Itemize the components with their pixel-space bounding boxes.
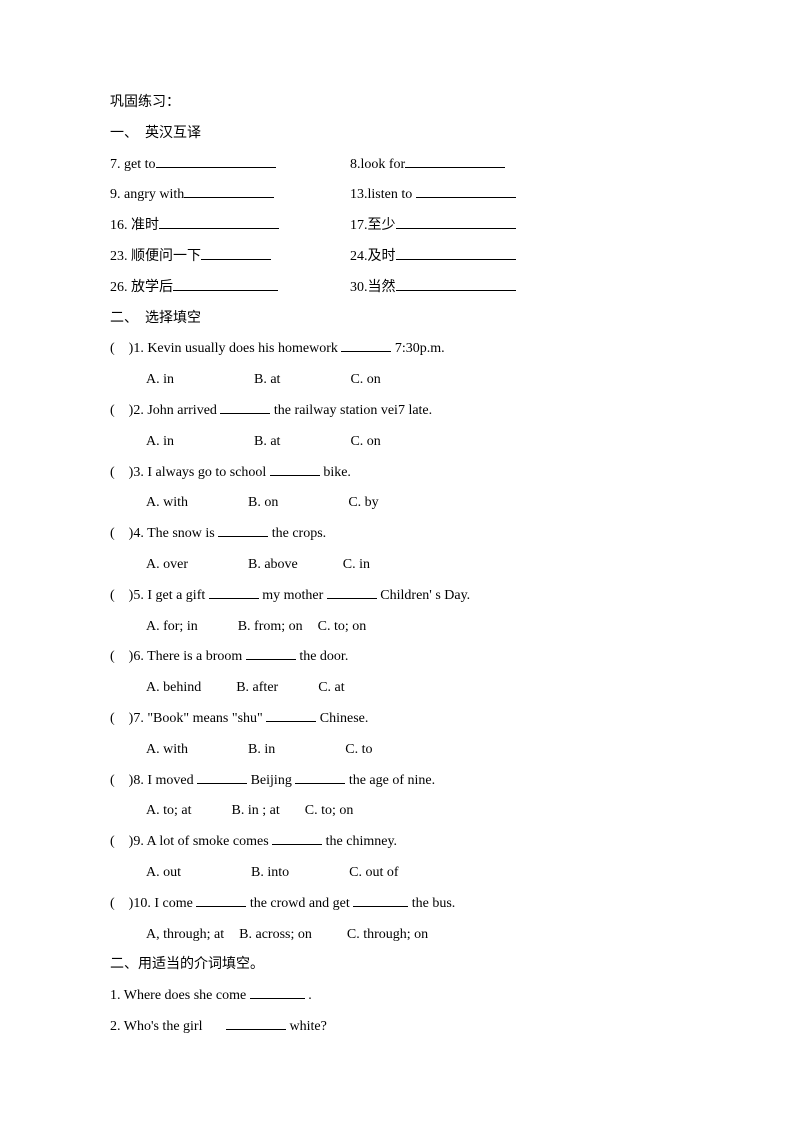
item-num: 16.: [110, 218, 131, 233]
option: A. in: [146, 372, 174, 387]
item-text: 至少: [368, 218, 396, 233]
translation-row: 9. angry with 13.listen to: [110, 180, 684, 211]
item-num: 9.: [110, 187, 124, 202]
option: B. across; on: [239, 927, 312, 942]
item-num: 13.: [350, 187, 368, 202]
item-num: 7.: [110, 157, 124, 172]
question-row: ( )6. There is a broom the door.: [110, 642, 684, 673]
option: C. through; on: [347, 927, 428, 942]
item-text: 当然: [368, 280, 396, 295]
section1-items: 7. get to 8.look for 9. angry with 13.liste…: [110, 150, 684, 304]
question-row: ( )10. I come the crowd and get the bus.: [110, 889, 684, 920]
options-row: A. with B. on C. by: [110, 488, 684, 519]
option: C. on: [350, 434, 380, 449]
question-row: ( )4. The snow is the crops.: [110, 519, 684, 550]
option: C. by: [348, 495, 378, 510]
option: A. with: [146, 495, 188, 510]
item-text: get to: [124, 157, 156, 172]
option: A. behind: [146, 680, 201, 695]
item-num: 23.: [110, 249, 131, 264]
options-row: A. in B. at C. on: [110, 427, 684, 458]
item-text: 及时: [368, 249, 396, 264]
option: B. into: [251, 865, 289, 880]
section2-questions: ( )1. Kevin usually does his homework 7:…: [110, 334, 684, 950]
question-row: ( )3. I always go to school bike.: [110, 458, 684, 489]
options-row: A. behind B. after C. at: [110, 673, 684, 704]
option: A. for; in: [146, 619, 198, 634]
question-row: ( )8. I moved Beijing the age of nine.: [110, 766, 684, 797]
option: A, through; at: [146, 927, 224, 942]
item-num: 8.: [350, 157, 361, 172]
item-text: 准时: [131, 218, 159, 233]
section1-label: 一、 英汉互译: [110, 119, 684, 150]
options-row: A. with B. in C. to: [110, 735, 684, 766]
option: A. out: [146, 865, 181, 880]
item-num: 26.: [110, 280, 131, 295]
translation-row: 7. get to 8.look for: [110, 150, 684, 181]
section2-label: 二、 选择填空: [110, 304, 684, 335]
question-row: ( )9. A lot of smoke comes the chimney.: [110, 827, 684, 858]
section3-items: 1. Where does she come .2. Who's the gir…: [110, 981, 684, 1043]
item-text: listen to: [368, 187, 413, 202]
option: C. on: [350, 372, 380, 387]
section3-label: 二、用适当的介词填空。: [110, 950, 684, 981]
question-row: ( )5. I get a gift my mother Children' s…: [110, 581, 684, 612]
translation-row: 23. 顺便问一下 24.及时: [110, 242, 684, 273]
fill-row: 1. Where does she come .: [110, 981, 684, 1012]
title: 巩固练习：: [110, 88, 684, 119]
options-row: A. for; in B. from; on C. to; on: [110, 612, 684, 643]
fill-row: 2. Who's the girl white?: [110, 1012, 684, 1043]
option: B. in ; at: [232, 803, 280, 818]
option: C. in: [343, 557, 370, 572]
option: A. over: [146, 557, 188, 572]
option: A. with: [146, 742, 188, 757]
item-text: 顺便问一下: [131, 249, 201, 264]
item-text: look for: [361, 157, 406, 172]
question-row: ( )1. Kevin usually does his homework 7:…: [110, 334, 684, 365]
option: C. to; on: [305, 803, 354, 818]
question-row: ( )7. "Book" means "shu" Chinese.: [110, 704, 684, 735]
option: B. on: [248, 495, 278, 510]
item-num: 17.: [350, 218, 368, 233]
translation-row: 26. 放学后 30.当然: [110, 273, 684, 304]
option: B. in: [248, 742, 275, 757]
option: C. to: [345, 742, 372, 757]
item-text: angry with: [124, 187, 184, 202]
option: C. to; on: [318, 619, 367, 634]
item-num: 24.: [350, 249, 368, 264]
item-num: 30.: [350, 280, 368, 295]
translation-row: 16. 准时 17.至少: [110, 211, 684, 242]
item-text: 放学后: [131, 280, 173, 295]
options-row: A. to; at B. in ; at C. to; on: [110, 796, 684, 827]
options-row: A. in B. at C. on: [110, 365, 684, 396]
option: A. to; at: [146, 803, 192, 818]
option: A. in: [146, 434, 174, 449]
option: B. at: [254, 372, 280, 387]
options-row: A, through; at B. across; on C. through; o…: [110, 920, 684, 951]
option: B. after: [236, 680, 278, 695]
question-row: ( )2. John arrived the railway station v…: [110, 396, 684, 427]
option: B. at: [254, 434, 280, 449]
options-row: A. out B. into C. out of: [110, 858, 684, 889]
option: C. at: [318, 680, 344, 695]
options-row: A. over B. above C. in: [110, 550, 684, 581]
option: B. from; on: [238, 619, 303, 634]
option: C. out of: [349, 865, 398, 880]
option: B. above: [248, 557, 298, 572]
